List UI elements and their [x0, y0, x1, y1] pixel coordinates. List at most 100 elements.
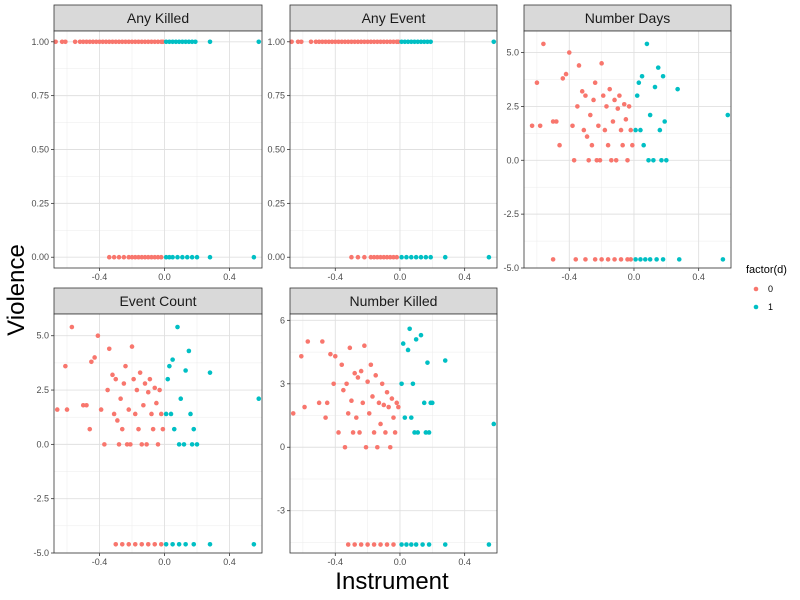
- data-point-0: [139, 39, 145, 45]
- y-tick-label: 5.0: [36, 331, 49, 341]
- data-point-0: [132, 542, 138, 547]
- data-point-0: [362, 39, 367, 45]
- data-point-1: [163, 411, 169, 417]
- data-point-0: [368, 39, 374, 45]
- data-point-1: [491, 39, 497, 45]
- data-point-0: [389, 396, 395, 401]
- data-point-1: [256, 39, 262, 45]
- data-point-0: [352, 542, 357, 547]
- data-point-0: [557, 142, 562, 148]
- data-point-0: [160, 39, 166, 45]
- data-point-0: [599, 61, 604, 66]
- data-point-0: [69, 324, 75, 330]
- x-tick-label: -0.4: [328, 272, 344, 282]
- data-point-0: [142, 381, 148, 386]
- data-point-0: [129, 254, 135, 260]
- data-point-0: [375, 444, 380, 450]
- data-point-0: [357, 430, 362, 435]
- data-point-1: [167, 363, 172, 369]
- y-tick-label: 0.25: [267, 198, 285, 208]
- data-point-0: [53, 39, 58, 45]
- data-point-1: [186, 39, 192, 45]
- data-point-0: [119, 39, 125, 45]
- data-point-1: [657, 127, 663, 133]
- y-tick-label: 1.00: [31, 37, 49, 47]
- panel-background: [54, 314, 262, 553]
- x-tick-label: -0.4: [562, 272, 578, 282]
- data-point-1: [165, 376, 171, 382]
- data-point-0: [358, 542, 364, 547]
- data-point-0: [586, 157, 591, 163]
- data-point-0: [154, 400, 159, 406]
- data-point-1: [408, 415, 414, 420]
- data-point-1: [188, 411, 193, 417]
- data-point-1: [256, 396, 262, 402]
- data-point-0: [95, 333, 101, 339]
- data-point-1: [418, 254, 424, 260]
- data-point-0: [381, 402, 387, 408]
- data-point-0: [106, 39, 112, 45]
- data-point-0: [592, 80, 598, 86]
- data-point-1: [184, 254, 190, 260]
- data-point-0: [583, 93, 588, 98]
- data-point-1: [176, 542, 182, 547]
- data-point-0: [592, 257, 598, 262]
- panel-border: [289, 30, 498, 269]
- data-point-0: [116, 254, 122, 260]
- data-point-1: [651, 157, 656, 163]
- data-point-0: [54, 407, 60, 412]
- data-point-1: [399, 39, 404, 45]
- data-point-1: [399, 254, 404, 260]
- data-point-0: [383, 430, 388, 435]
- data-point-1: [421, 39, 427, 45]
- data-point-0: [355, 254, 361, 260]
- data-point-0: [623, 117, 629, 122]
- data-point-1: [189, 254, 195, 260]
- data-point-0: [152, 39, 158, 45]
- data-point-0: [126, 407, 132, 412]
- data-point-0: [126, 542, 132, 547]
- data-point-1: [636, 80, 642, 86]
- data-point-0: [144, 442, 149, 447]
- data-point-0: [605, 257, 611, 262]
- data-point-0: [139, 442, 145, 447]
- data-point-1: [404, 542, 409, 547]
- data-point-0: [344, 381, 349, 387]
- y-tick-label: -2.5: [33, 494, 49, 504]
- data-point-0: [391, 415, 396, 420]
- data-point-0: [323, 39, 328, 45]
- data-point-0: [378, 421, 383, 427]
- data-point-1: [412, 39, 417, 45]
- panel-strip: [53, 4, 263, 32]
- data-point-1: [638, 257, 643, 262]
- data-point-0: [612, 97, 617, 103]
- y-tick-label: -5.0: [33, 548, 49, 558]
- data-point-0: [600, 93, 606, 98]
- y-tick-label: 0.0: [506, 155, 519, 165]
- data-point-1: [647, 112, 653, 118]
- data-point-1: [175, 254, 180, 260]
- data-point-0: [366, 411, 372, 416]
- data-point-1: [207, 542, 213, 547]
- data-point-1: [633, 257, 638, 262]
- data-point-0: [331, 381, 336, 387]
- data-point-0: [299, 39, 304, 45]
- data-point-0: [394, 400, 400, 406]
- data-point-0: [128, 442, 133, 447]
- data-point-1: [660, 257, 666, 262]
- data-point-0: [124, 442, 130, 447]
- data-point-0: [157, 387, 162, 393]
- data-point-0: [147, 376, 153, 382]
- data-point-0: [625, 157, 630, 163]
- data-point-1: [180, 254, 185, 260]
- data-point-0: [373, 373, 379, 378]
- data-point-0: [110, 39, 115, 45]
- data-point-0: [160, 426, 166, 432]
- data-point-0: [320, 39, 325, 45]
- data-point-1: [486, 542, 492, 547]
- x-tick-label: 0.4: [458, 557, 471, 567]
- data-point-1: [647, 257, 653, 262]
- data-point-0: [550, 257, 556, 262]
- data-point-0: [118, 396, 123, 402]
- data-point-0: [597, 157, 603, 163]
